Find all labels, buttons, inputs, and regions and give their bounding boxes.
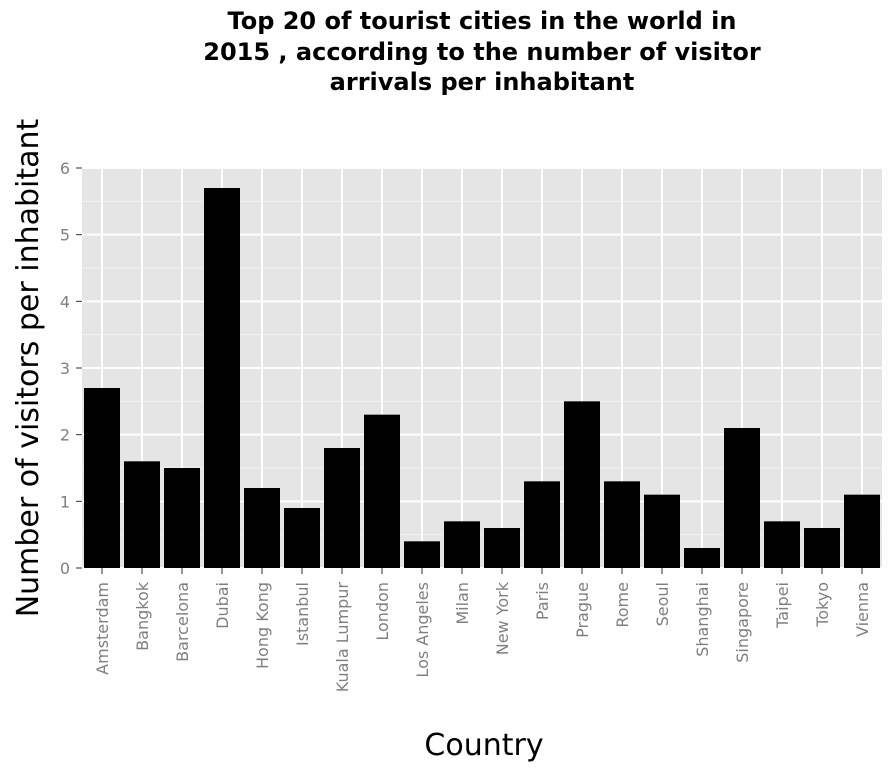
bar bbox=[284, 508, 320, 568]
bar bbox=[604, 481, 640, 568]
x-tick-label: Rome bbox=[613, 582, 632, 628]
y-axis-title: Number of visitors per inhabitant bbox=[11, 118, 46, 617]
bar bbox=[324, 448, 360, 568]
bar bbox=[484, 528, 520, 568]
y-tick-label: 3 bbox=[60, 359, 70, 378]
x-tick-label: Taipei bbox=[773, 582, 792, 629]
bar bbox=[244, 488, 280, 568]
x-axis: Amsterdam Bangkok Barcelona Dubai Hong Kong I… bbox=[93, 568, 872, 692]
chart-title-line-1: Top 20 of tourist cities in the world in bbox=[228, 7, 737, 35]
x-tick-label: Singapore bbox=[733, 582, 752, 663]
bar bbox=[524, 481, 560, 568]
y-tick-label: 0 bbox=[60, 559, 70, 578]
x-tick-label: Bangkok bbox=[133, 581, 152, 651]
x-tick-label: New York bbox=[493, 581, 512, 655]
bar bbox=[364, 414, 400, 568]
bar bbox=[564, 401, 600, 568]
y-tick-label: 6 bbox=[60, 159, 70, 178]
bar bbox=[84, 388, 120, 568]
chart-title-line-2: 2015 , according to the number of visito… bbox=[203, 38, 761, 66]
bar bbox=[124, 461, 160, 568]
x-tick-label: Amsterdam bbox=[93, 582, 112, 675]
y-axis: 0 1 2 3 4 5 6 bbox=[60, 159, 82, 578]
x-tick-label: Seoul bbox=[653, 582, 672, 626]
x-tick-label: Barcelona bbox=[173, 582, 192, 662]
chart-title: Top 20 of tourist cities in the world in… bbox=[203, 7, 761, 96]
x-tick-label: Vienna bbox=[853, 582, 872, 637]
x-tick-label: Shanghai bbox=[693, 582, 712, 657]
x-tick-label: Prague bbox=[573, 582, 592, 638]
y-tick-label: 1 bbox=[60, 492, 70, 511]
x-tick-label: Kuala Lumpur bbox=[333, 582, 352, 693]
x-tick-label: London bbox=[373, 582, 392, 641]
x-tick-label: Hong Kong bbox=[253, 582, 272, 669]
x-axis-title: Country bbox=[424, 728, 543, 763]
x-tick-label: Milan bbox=[453, 582, 472, 625]
bar bbox=[644, 494, 680, 568]
bar bbox=[164, 468, 200, 568]
chart-title-line-3: arrivals per inhabitant bbox=[330, 68, 635, 96]
bar bbox=[204, 188, 240, 568]
x-tick-label: Tokyo bbox=[813, 582, 832, 628]
x-tick-label: Dubai bbox=[213, 582, 232, 629]
bars bbox=[84, 188, 880, 568]
bar bbox=[724, 428, 760, 568]
bar bbox=[684, 548, 720, 568]
y-tick-label: 5 bbox=[60, 226, 70, 245]
x-tick-label: Istanbul bbox=[293, 582, 312, 646]
y-tick-label: 4 bbox=[60, 292, 70, 311]
x-tick-label: Paris bbox=[533, 582, 552, 620]
bar bbox=[804, 528, 840, 568]
bar bbox=[844, 494, 880, 568]
bar bbox=[764, 521, 800, 568]
y-tick-label: 2 bbox=[60, 426, 70, 445]
x-tick-label: Los Angeles bbox=[413, 582, 432, 678]
bar bbox=[404, 541, 440, 568]
bar bbox=[444, 521, 480, 568]
